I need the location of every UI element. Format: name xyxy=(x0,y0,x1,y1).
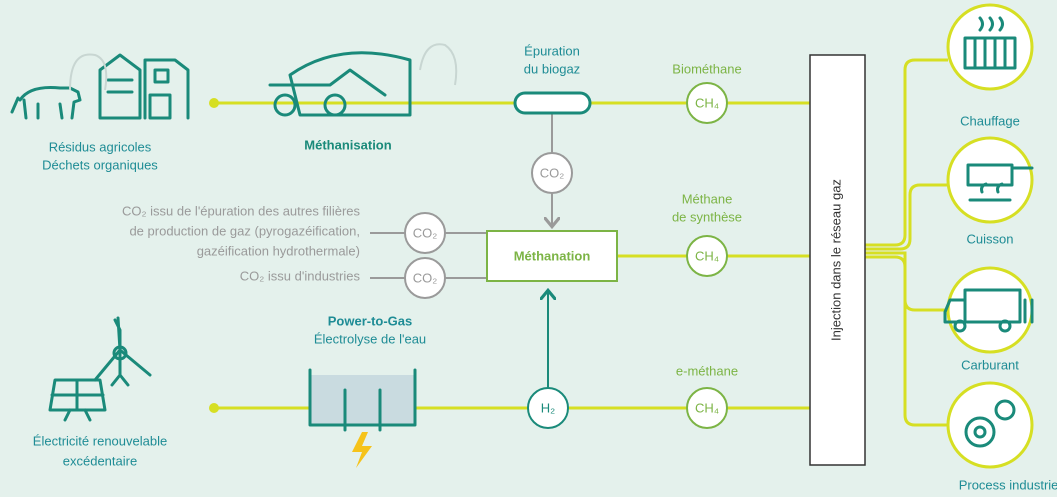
process-label: du biogaz xyxy=(524,61,580,76)
process-label: Épuration xyxy=(524,43,580,58)
usage-label: Cuisson xyxy=(967,231,1014,246)
process-label: Électrolyse de l'eau xyxy=(314,331,426,346)
usage-label: Process industriel xyxy=(959,477,1057,492)
node-label: CH₄ xyxy=(695,400,719,415)
node-label: CH₄ xyxy=(695,248,719,263)
labels: Résidus agricoles Déchets organiques Éle… xyxy=(33,43,1057,492)
nodes xyxy=(404,54,866,466)
product-label: Méthane xyxy=(682,191,733,206)
process-label: Méthanation xyxy=(514,248,591,263)
usage-label: Chauffage xyxy=(960,113,1020,128)
node-label: H₂ xyxy=(541,400,555,415)
source-label: Électricité renouvelable xyxy=(33,433,167,448)
node-label: CH₄ xyxy=(695,95,719,110)
process-label: Méthanisation xyxy=(304,137,391,152)
process-label: Power-to-Gas xyxy=(328,313,413,328)
co2-label: de production de gaz (pyrogazéification, xyxy=(129,223,360,238)
icons xyxy=(10,3,1034,469)
node-label: CO₂ xyxy=(413,270,438,285)
product-label: Biométhane xyxy=(672,61,741,76)
source-label: Résidus agricoles xyxy=(49,139,152,154)
source-label: Déchets organiques xyxy=(42,157,158,172)
co2-label: CO₂ issu d'industries xyxy=(240,268,361,283)
node-label: CO₂ xyxy=(540,165,565,180)
node-label: CO₂ xyxy=(413,225,438,240)
product-label: e-méthane xyxy=(676,363,738,378)
usage-label: Carburant xyxy=(961,357,1019,372)
injection-label: Injection dans le réseau gaz xyxy=(828,179,843,341)
co2-label: CO₂ issu de l'épuration des autres filiè… xyxy=(122,203,361,218)
co2-label: gazéification hydrothermale) xyxy=(197,243,360,258)
source-label: excédentaire xyxy=(63,453,137,468)
product-label: de synthèse xyxy=(672,209,742,224)
